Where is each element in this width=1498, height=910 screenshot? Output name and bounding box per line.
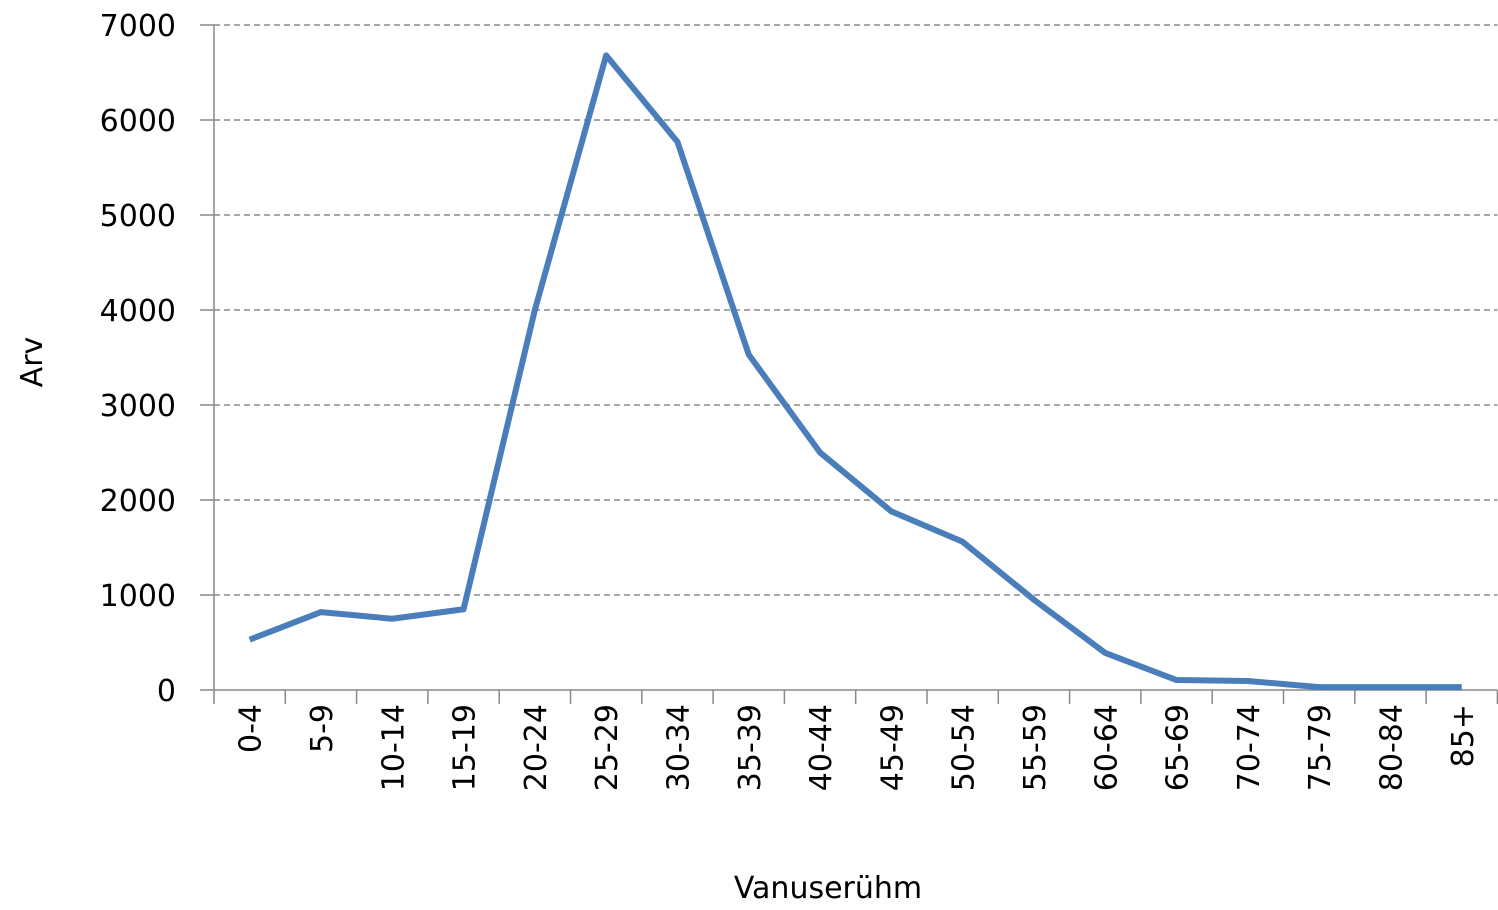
y-tick-label: 2000 (100, 484, 176, 519)
y-tick-label: 6000 (100, 104, 176, 139)
x-tick-label: 80-84 (1374, 704, 1409, 791)
x-tick-label: 70-74 (1232, 704, 1267, 791)
y-tick-label: 7000 (100, 9, 176, 44)
x-tick-label: 60-64 (1089, 704, 1124, 791)
y-tick-label: 0 (157, 674, 176, 709)
x-tick-label: 35-39 (733, 704, 768, 791)
x-tick-label: 45-49 (875, 704, 910, 791)
x-tick-label: 5-9 (305, 704, 340, 753)
x-tick-label: 65-69 (1161, 704, 1196, 791)
x-tick-label: 30-34 (661, 704, 696, 791)
x-tick-label: 40-44 (804, 704, 839, 791)
y-tick-label: 4000 (100, 294, 176, 329)
x-tick-label: 0-4 (234, 704, 269, 753)
data-line (248, 52, 1462, 691)
x-tick-label: 75-79 (1303, 704, 1338, 791)
y-axis-title: Arv (15, 337, 50, 388)
y-tick-label: 5000 (100, 199, 176, 234)
x-tick-label: 20-24 (519, 704, 554, 791)
x-tick-label: 15-19 (448, 704, 483, 791)
x-tick-label: 55-59 (1018, 704, 1053, 791)
x-axis-title: Vanuserühm (734, 871, 922, 906)
x-tick-label: 25-29 (590, 704, 625, 791)
y-tick-label: 3000 (100, 389, 176, 424)
x-tick-label: 10-14 (376, 704, 411, 791)
y-tick-label: 1000 (100, 579, 176, 614)
x-tick-label: 50-54 (947, 704, 982, 791)
x-tick-label: 85+ (1446, 704, 1481, 767)
